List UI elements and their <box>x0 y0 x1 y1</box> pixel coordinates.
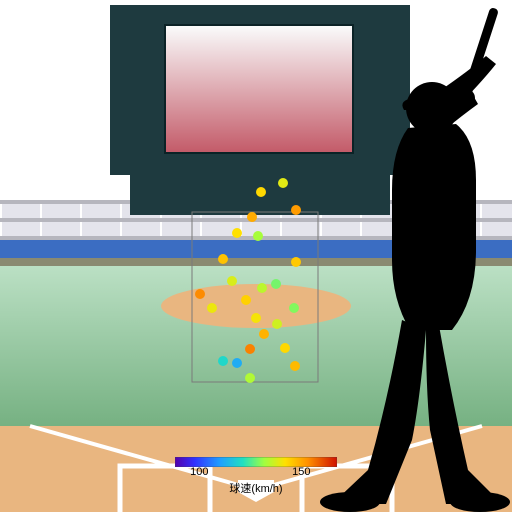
pitch-dot <box>195 289 205 299</box>
pitch-dot <box>232 358 242 368</box>
pitch-dot <box>289 303 299 313</box>
legend-tick: 150 <box>292 466 310 478</box>
pitch-dot <box>232 228 242 238</box>
pitch-location-chart <box>0 0 512 512</box>
legend-label: 球速(km/h) <box>229 480 282 496</box>
pitch-dot <box>218 356 228 366</box>
pitch-dot <box>271 279 281 289</box>
pitch-dot <box>291 205 301 215</box>
pitch-dot <box>291 257 301 267</box>
pitch-dot <box>256 187 266 197</box>
pitch-dot <box>241 295 251 305</box>
pitch-dot <box>259 329 269 339</box>
pitch-dot <box>290 361 300 371</box>
pitch-dot <box>227 276 237 286</box>
pitch-dot <box>280 343 290 353</box>
pitch-dot <box>245 373 255 383</box>
speed-legend: 100150 球速(km/h) <box>175 454 337 472</box>
pitch-dot <box>257 283 267 293</box>
pitch-dot <box>253 231 263 241</box>
pitch-dot <box>278 178 288 188</box>
pitch-dot <box>247 212 257 222</box>
pitch-dot <box>207 303 217 313</box>
pitch-dot <box>272 319 282 329</box>
pitch-dot <box>218 254 228 264</box>
pitch-dot <box>245 344 255 354</box>
legend-tick: 100 <box>190 466 208 478</box>
pitch-dot <box>251 313 261 323</box>
